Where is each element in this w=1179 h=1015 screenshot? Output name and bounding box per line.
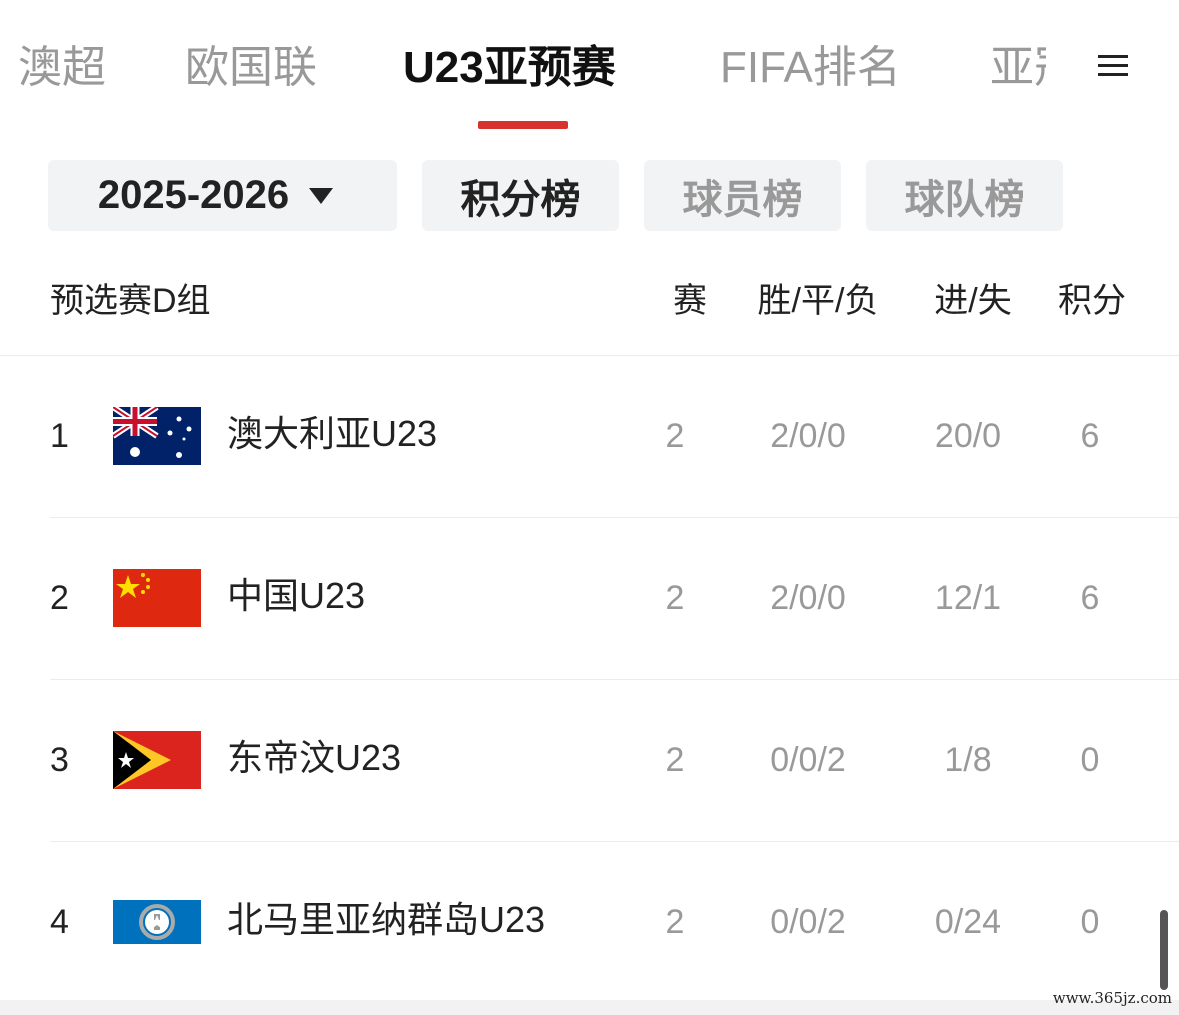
season-label: 2025-2026 — [97, 173, 290, 217]
filter-button[interactable]: 球员榜 — [644, 160, 841, 231]
stat-cell: 2/0/0 — [770, 579, 846, 617]
rank: 2 — [50, 579, 69, 617]
rank: 3 — [50, 741, 69, 779]
stat-cell: 0 — [1080, 903, 1100, 941]
stat-cell: 2 — [665, 417, 685, 455]
team-name: 澳大利亚U23 — [227, 413, 438, 454]
flag-china — [113, 569, 201, 627]
column-header: 赛 — [673, 282, 707, 320]
stat-cell: 0/24 — [934, 903, 1002, 941]
bottom-band — [0, 1000, 1179, 1015]
tab[interactable]: FIFA排名 — [720, 43, 901, 92]
row-divider — [50, 517, 1179, 518]
stat-cell: 6 — [1080, 579, 1100, 617]
filter-button[interactable]: 球队榜 — [866, 160, 1063, 231]
divider — [0, 355, 1179, 356]
tab[interactable]: 亚冠 — [990, 43, 1046, 92]
stat-cell: 20/0 — [934, 417, 1002, 455]
team-name: 中国U23 — [227, 575, 366, 616]
team-name: 东帝汶U23 — [227, 737, 402, 778]
team-name: 北马里亚纳群岛U23 — [227, 899, 546, 940]
season-select[interactable]: 2025-2026 — [48, 160, 397, 231]
rank: 1 — [50, 417, 69, 455]
stat-cell: 1/8 — [944, 741, 992, 779]
group-title: 预选赛D组 — [50, 282, 211, 320]
stat-cell: 2 — [665, 903, 685, 941]
stat-cell: 0/0/2 — [770, 741, 846, 779]
row-divider — [50, 841, 1179, 842]
filter-button[interactable]: 积分榜 — [422, 160, 619, 231]
rank: 4 — [50, 903, 69, 941]
stat-cell: 2 — [665, 579, 685, 617]
column-header: 积分 — [1058, 282, 1126, 320]
flag-northern-mariana — [113, 900, 201, 944]
stat-cell: 0/0/2 — [770, 903, 846, 941]
menu-icon[interactable] — [1096, 52, 1130, 80]
watermark: www.365jz.com — [1052, 989, 1172, 1007]
column-header: 进/失 — [934, 282, 1012, 320]
stat-cell: 2/0/0 — [770, 417, 846, 455]
stat-cell: 2 — [665, 741, 685, 779]
scrollbar — [1160, 910, 1168, 990]
flag-timor-leste — [113, 731, 201, 789]
column-header: 胜/平/负 — [757, 282, 879, 320]
dropdown-arrow — [309, 187, 334, 204]
tab-active[interactable]: U23亚预赛 — [403, 43, 616, 92]
stat-cell: 6 — [1080, 417, 1100, 455]
row-divider — [50, 679, 1179, 680]
tab[interactable]: 欧国联 — [185, 43, 317, 92]
tab[interactable]: 澳超 — [18, 43, 106, 92]
flag-australia — [113, 407, 201, 465]
stat-cell: 0 — [1080, 741, 1100, 779]
tab-underline — [478, 121, 568, 129]
stat-cell: 12/1 — [934, 579, 1002, 617]
